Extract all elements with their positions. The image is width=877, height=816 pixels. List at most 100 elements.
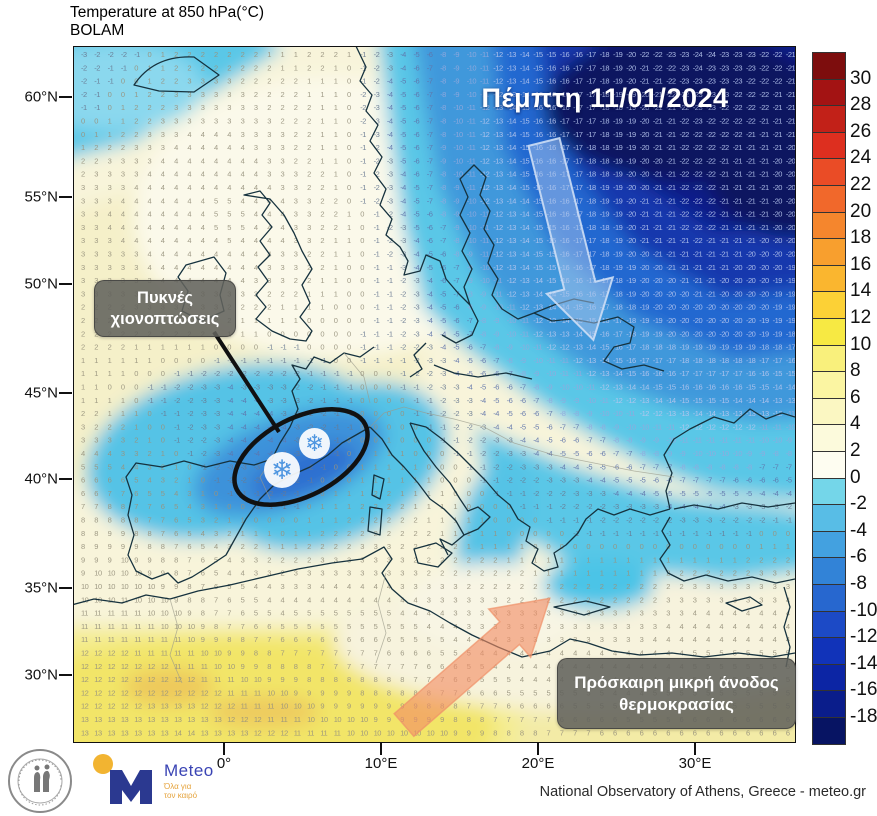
colorbar-block [812,610,846,639]
lat-label: 35°N [24,579,58,597]
colorbar-block [812,451,846,479]
colorbar-label: 6 [850,386,861,408]
colorbar-label: -6 [850,546,867,568]
snowfall-ellipse [232,407,370,507]
colorbar-label: 14 [850,280,872,302]
meteo-logo-tagline: Όλα για τον καιρό [164,782,224,800]
colorbar-block [812,52,846,80]
lat-tick [59,587,72,589]
map-canvas: -3 -2 -2 -2 -1 0 1 2 2 2 2 2 2 2 1 1 1 2 2 2 1 -1 -2 -3 -4 -5 -6 -8… [74,47,795,742]
lat-label: 60°N [24,88,58,106]
lat-label: 55°N [24,188,58,206]
snowflake-icon: ❄ [264,452,300,488]
colorbar-block [812,318,846,346]
colorbar-label: -4 [850,519,867,541]
colorbar-label: 8 [850,360,861,382]
model-name: BOLAM [70,22,125,39]
warming-callout-line2: θερμοκρασίας [619,694,734,714]
colorbar-block [812,185,846,213]
meteo-tagline-line2: τον καιρό [164,791,198,800]
colorbar-label: -12 [850,626,877,648]
country-borders [169,352,675,684]
snowflake-icon: ❄ [299,428,330,459]
forecast-date-label: Πέμπτη 11/01/2024 [481,83,729,113]
meteo-logo-m-icon [110,770,152,804]
lon-label: 20°E [521,755,555,772]
colorbar-label: 26 [850,120,872,142]
coastlines [74,47,795,668]
colorbar-block [812,344,846,373]
colorbar-label: -8 [850,573,867,594]
map-title: Temperature at 850 hPa(°C) [70,4,265,21]
lon-tick [694,742,696,755]
colorbar-block [812,371,846,399]
colorbar-block [812,504,846,532]
lat-label: 40°N [24,470,58,488]
colorbar-block [812,637,846,665]
colorbar-block [812,424,846,452]
colorbar-block [812,663,846,692]
lon-tick [223,742,225,755]
colorbar-block [812,557,846,585]
lat-tick [59,392,72,394]
lat-label: 50°N [24,275,58,293]
colorbar-label: 16 [850,253,872,275]
warming-callout-line1: Πρόσκαιρη μικρή άνοδος [574,673,779,693]
warm-air-arrow [393,597,551,738]
lon-label: 10°E [364,755,398,772]
colorbar-label: 22 [850,174,872,195]
colorbar-block [812,477,846,506]
lon-tick [537,742,539,755]
warming-callout: Πρόσκαιρη μικρή άνοδος θερμοκρασίας [557,658,796,729]
lat-label: 30°N [24,666,58,684]
lat-tick [59,674,72,676]
colorbar-label: -2 [850,493,867,515]
colorbar-block [812,291,846,319]
colorbar-block [812,78,846,107]
colorbar-block [812,131,846,160]
colorbar-label: 2 [850,440,861,461]
colorbar-label: 28 [850,94,872,116]
colorbar-block [812,105,846,133]
colorbar-label: -14 [850,652,877,674]
meteo-logo-mark [93,754,152,804]
lon-label: 0° [216,755,232,772]
snowfall-callout: Πυκνές χιονοπτώσεις [94,280,236,337]
colorbar-label: -16 [850,679,877,701]
lat-tick [59,96,72,98]
meteo-logo-text: Meteo [164,761,214,780]
colorbar-block [812,264,846,293]
meteo-logo-sun-icon [93,754,113,774]
colorbar-label: -10 [850,599,877,621]
colorbar-block [812,690,846,718]
colorbar-block [812,717,846,745]
colorbar-block [812,397,846,426]
lat-tick [59,283,72,285]
observatory-emblem [8,749,72,813]
meteo-logo: Meteo Όλα για τον καιρό [92,752,222,808]
cold-air-arrow [527,136,615,342]
colorbar-block [812,211,846,240]
colorbar-block [812,530,846,559]
colorbar-label: 24 [850,147,872,169]
colorbar-label: 10 [850,333,872,355]
snowfall-callout-line1: Πυκνές [137,288,193,307]
colorbar-label: 20 [850,200,872,222]
